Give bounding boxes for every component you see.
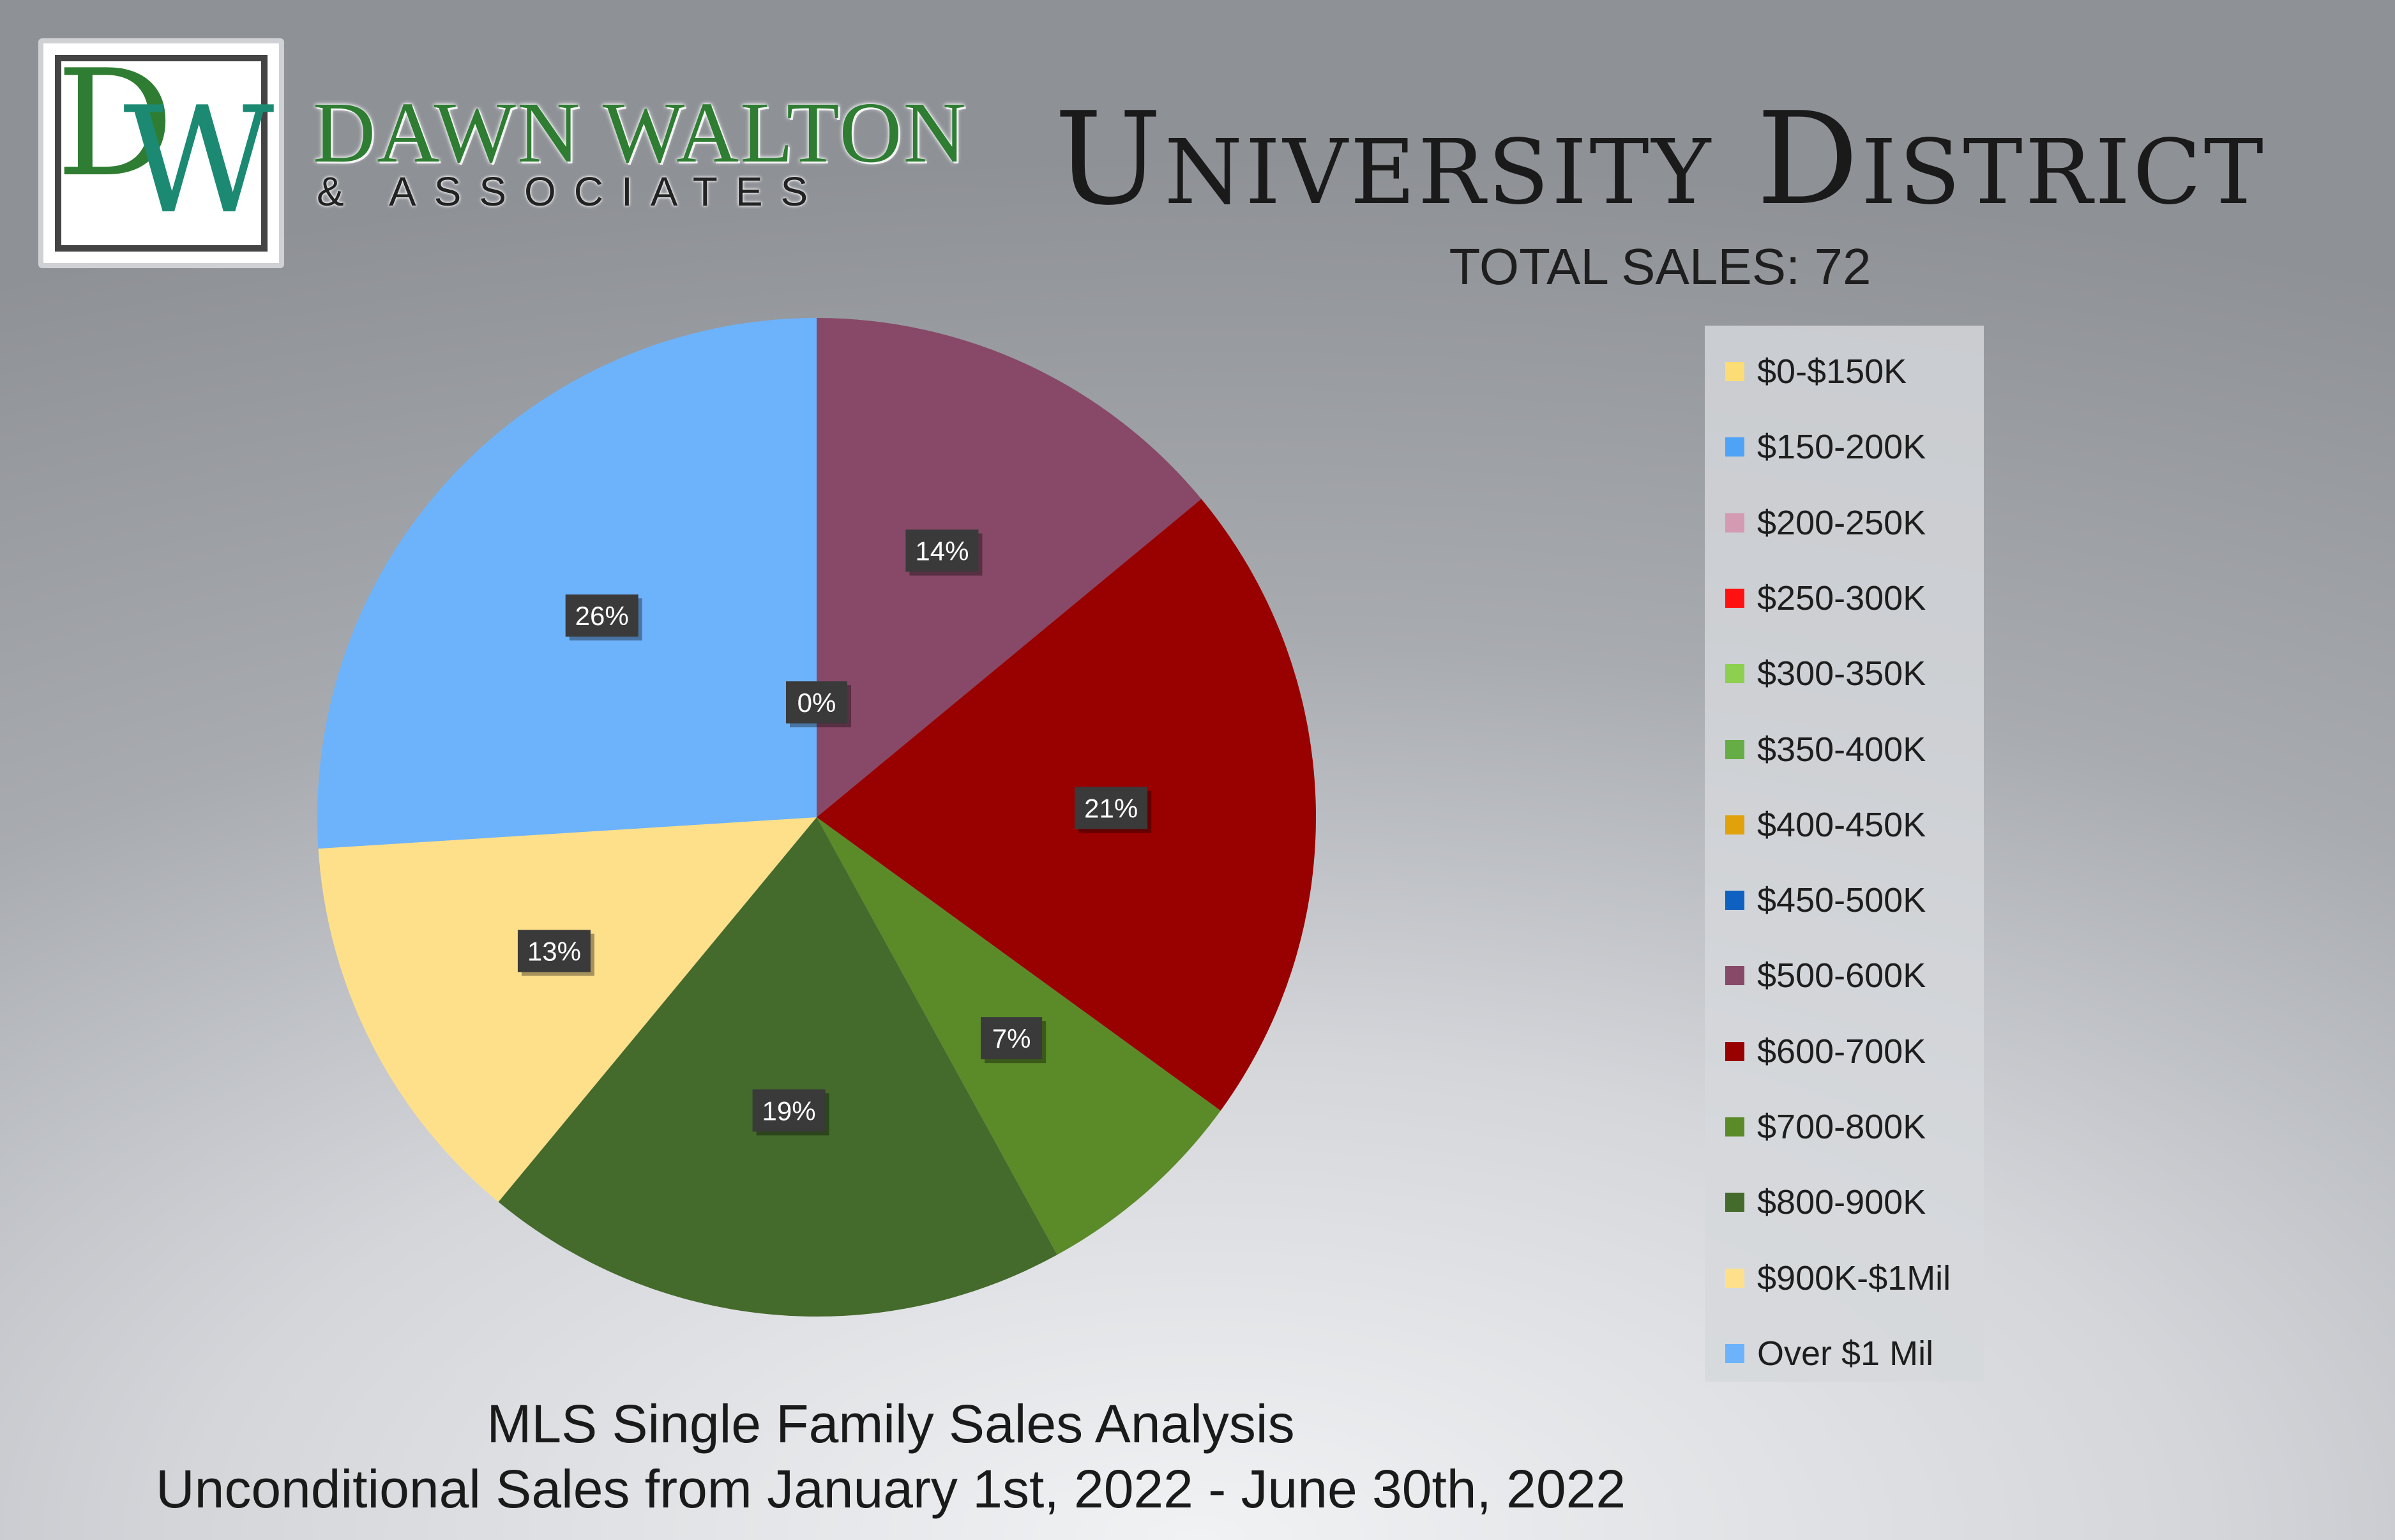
legend-item: $150-200K xyxy=(1725,421,1926,472)
data-label-900k-1mil: 13% xyxy=(517,930,594,976)
brand-tagline: & ASSOCIATES xyxy=(317,169,826,215)
legend-label: $400-450K xyxy=(1757,805,1926,844)
legend-label: $250-300K xyxy=(1757,578,1926,617)
legend-item: $250-300K xyxy=(1725,573,1926,624)
logo-frame xyxy=(55,55,268,252)
svg-text:26%: 26% xyxy=(575,601,629,631)
legend-item: $600-700K xyxy=(1725,1026,1926,1077)
data-label-500-600k: 14% xyxy=(905,529,983,576)
legend-label: $0-$150K xyxy=(1757,352,1907,391)
svg-text:0%: 0% xyxy=(797,688,836,718)
legend-swatch xyxy=(1725,891,1744,910)
legend: $0-$150K $150-200K $200-250K $250-300K $300-… xyxy=(1705,326,1984,1382)
legend-item: $350-400K xyxy=(1725,724,1926,775)
legend-swatch xyxy=(1725,588,1744,608)
legend-label: Over $1 Mil xyxy=(1757,1334,1934,1373)
chart-subtitle: TOTAL SALES: 72 xyxy=(1449,238,1871,295)
pie-chart: 0% 14% 21% 7% 19% 13% 26% xyxy=(317,318,1316,1317)
legend-swatch xyxy=(1725,739,1744,759)
logo-monogram-w: W xyxy=(123,76,275,246)
data-label-over-1-mil: 26% xyxy=(565,594,642,641)
data-label-600-700k: 21% xyxy=(1075,787,1152,833)
pie-slice-900k-1mil xyxy=(318,817,817,1202)
legend-swatch xyxy=(1725,1117,1744,1136)
legend-label: $800-900K xyxy=(1757,1183,1926,1222)
legend-swatch xyxy=(1725,966,1744,986)
legend-item: $900K-$1Mil xyxy=(1725,1253,1951,1304)
legend-label: $450-500K xyxy=(1757,881,1926,920)
legend-item: $500-600K xyxy=(1725,950,1926,1001)
pie-slice-600-700k xyxy=(817,499,1316,1111)
chart-title: University District xyxy=(1054,85,2266,234)
footer-title: MLS Single Family Sales Analysis xyxy=(487,1394,1295,1454)
legend-label: $200-250K xyxy=(1757,503,1926,542)
pie-data-labels: 0% 14% 21% 7% 19% 13% 26% xyxy=(517,529,1152,1136)
legend-item: $0-$150K xyxy=(1725,346,1907,397)
legend-label: $300-350K xyxy=(1757,654,1926,693)
data-label-800-900k: 19% xyxy=(752,1089,829,1136)
legend-swatch xyxy=(1725,513,1744,532)
legend-swatch xyxy=(1725,815,1744,834)
legend-swatch xyxy=(1725,1193,1744,1212)
footer-date-range: Unconditional Sales from January 1st, 20… xyxy=(155,1459,1626,1519)
pie-slices xyxy=(317,318,1316,1317)
legend-swatch xyxy=(1725,437,1744,457)
logo-monogram-d: D xyxy=(56,39,174,209)
legend-swatch xyxy=(1725,1041,1744,1061)
data-label-450-500k: 0% xyxy=(786,681,851,728)
legend-item: $300-350K xyxy=(1725,648,1926,699)
svg-text:14%: 14% xyxy=(915,536,969,566)
svg-text:19%: 19% xyxy=(762,1096,816,1126)
pie-slice-800-900k xyxy=(498,817,1057,1317)
legend-item: $400-450K xyxy=(1725,799,1926,850)
legend-swatch xyxy=(1725,1343,1744,1363)
legend-item: $700-800K xyxy=(1725,1101,1926,1152)
legend-item: Over $1 Mil xyxy=(1725,1328,1933,1379)
svg-text:21%: 21% xyxy=(1084,794,1138,824)
legend-label: $700-800K xyxy=(1757,1108,1926,1146)
svg-text:7%: 7% xyxy=(992,1023,1031,1053)
legend-item: $450-500K xyxy=(1725,875,1926,926)
legend-item: $200-250K xyxy=(1725,497,1926,548)
legend-swatch xyxy=(1725,362,1744,381)
legend-label: $600-700K xyxy=(1757,1032,1926,1071)
pie-slice-over-1-mil xyxy=(317,318,817,849)
svg-text:13%: 13% xyxy=(527,936,581,966)
legend-label: $500-600K xyxy=(1757,956,1926,995)
legend-label: $150-200K xyxy=(1757,428,1926,467)
legend-label: $350-400K xyxy=(1757,730,1926,769)
legend-swatch xyxy=(1725,1268,1744,1288)
legend-label: $900K-$1Mil xyxy=(1757,1258,1951,1297)
logo-box: D W xyxy=(38,38,284,268)
legend-item: $800-900K xyxy=(1725,1177,1926,1228)
brand-name: DAWN WALTON xyxy=(313,85,967,181)
legend-swatch xyxy=(1725,664,1744,684)
pie-slice-500-600k xyxy=(817,318,1202,817)
data-label-700-800k: 7% xyxy=(981,1017,1046,1064)
